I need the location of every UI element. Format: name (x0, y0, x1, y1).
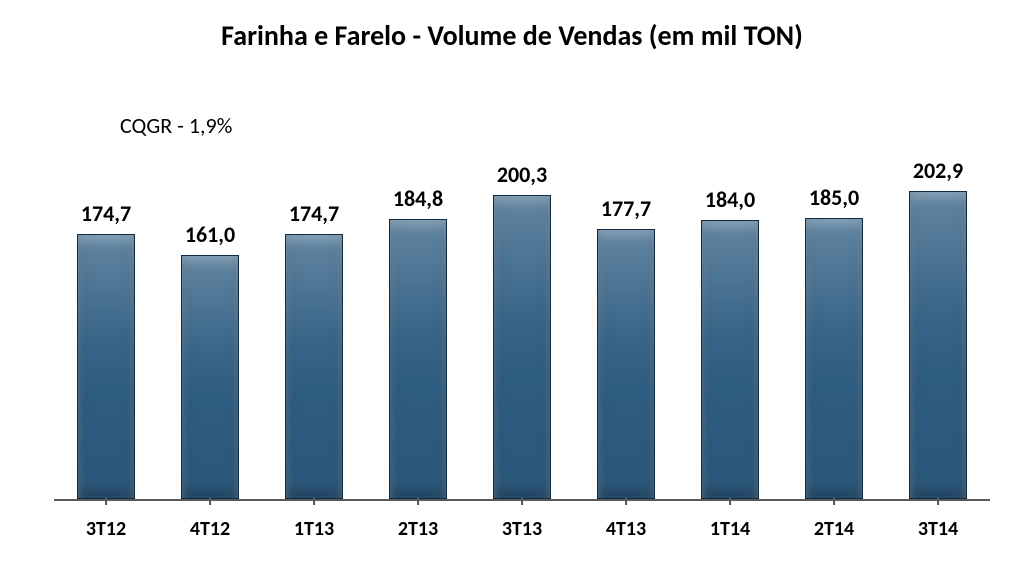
bar-value-label: 184,0 (705, 186, 755, 213)
bar-slot: 200,3 (470, 150, 574, 499)
bar-slot: 185,0 (782, 150, 886, 499)
x-tick (678, 495, 782, 503)
x-axis-label: 3T13 (470, 517, 574, 541)
bar-slot: 161,0 (158, 150, 262, 499)
x-axis-label: 3T12 (54, 517, 158, 541)
bar: 161,0 (181, 255, 239, 499)
bar-value-label: 185,0 (809, 184, 859, 211)
bar-value-label: 174,7 (289, 200, 339, 227)
bar-slot: 174,7 (54, 150, 158, 499)
x-tick (54, 495, 158, 503)
x-axis-labels: 3T124T121T132T133T134T131T142T143T14 (54, 517, 990, 541)
bar-slot: 177,7 (574, 150, 678, 499)
x-tick (262, 495, 366, 503)
bar: 174,7 (77, 234, 135, 499)
x-axis-ticks (54, 495, 990, 503)
bar-slot: 202,9 (886, 150, 990, 499)
bar-value-label: 200,3 (497, 161, 547, 188)
bar: 185,0 (805, 218, 863, 499)
bar: 184,0 (701, 220, 759, 499)
chart-title: Farinha e Farelo - Volume de Vendas (em … (0, 18, 1024, 53)
bar-value-label: 174,7 (81, 200, 131, 227)
bar-slot: 174,7 (262, 150, 366, 499)
bar-chart: Farinha e Farelo - Volume de Vendas (em … (0, 0, 1024, 569)
bar: 202,9 (909, 191, 967, 499)
bar-value-label: 202,9 (913, 157, 963, 184)
bar-slot: 184,0 (678, 150, 782, 499)
bars-row: 174,7 161,0 174,7 184,8 200,3 177,7 184,0 185,0… (54, 150, 990, 499)
x-tick (158, 495, 262, 503)
x-tick (782, 495, 886, 503)
bar: 174,7 (285, 234, 343, 499)
bar: 177,7 (597, 229, 655, 499)
x-axis-label: 4T12 (158, 517, 262, 541)
x-tick (470, 495, 574, 503)
x-axis-label: 4T13 (574, 517, 678, 541)
x-axis-label: 1T14 (678, 517, 782, 541)
x-axis-label: 3T14 (886, 517, 990, 541)
x-axis-label: 2T14 (782, 517, 886, 541)
bar-slot: 184,8 (366, 150, 470, 499)
bar-value-label: 161,0 (185, 221, 235, 248)
x-axis-label: 1T13 (262, 517, 366, 541)
x-axis-label: 2T13 (366, 517, 470, 541)
plot-area: 174,7 161,0 174,7 184,8 200,3 177,7 184,0 185,0… (54, 150, 990, 499)
bar-value-label: 184,8 (393, 185, 443, 212)
x-tick (366, 495, 470, 503)
x-tick (574, 495, 678, 503)
bar: 184,8 (389, 219, 447, 499)
bar: 200,3 (493, 195, 551, 499)
cqgr-annotation: CQGR - 1,9% (120, 112, 232, 139)
bar-value-label: 177,7 (601, 195, 651, 222)
x-tick (886, 495, 990, 503)
